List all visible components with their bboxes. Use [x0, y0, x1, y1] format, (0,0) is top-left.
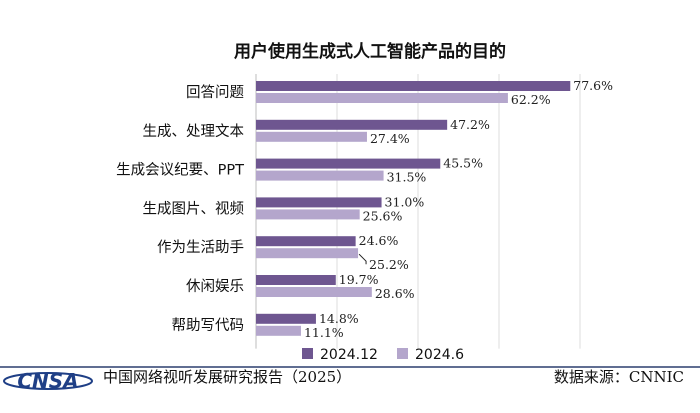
- bar-2024-6: [256, 325, 301, 336]
- category-label: 回答问题: [186, 84, 244, 101]
- bar-2024-6: [256, 248, 359, 259]
- data-labels: 77.6% 62.2% 47.2% 27.4% 45.5% 31.5% 31.0%25.6%…: [304, 78, 613, 340]
- bar-2024-6: [256, 93, 508, 103]
- leader-line: [358, 253, 367, 265]
- bar-2024-12: [256, 236, 356, 247]
- legend-label-2024-6: 2024.6: [415, 347, 464, 363]
- bar-2024-12: [256, 81, 571, 91]
- bar-2024-6: [256, 170, 384, 181]
- legend: 2024.12 2024.6: [302, 347, 464, 363]
- data-label-2024-12: 31.0%: [385, 194, 425, 209]
- data-label-2024-6: 25.2%: [369, 257, 409, 272]
- bar-2024-12: [256, 313, 316, 324]
- category-label: 生成会议纪要、PPT: [116, 162, 244, 179]
- data-label-2024-6: 27.4%: [370, 131, 410, 146]
- category-label: 生成、处理文本: [143, 123, 245, 140]
- legend-label-2024-12: 2024.12: [320, 347, 378, 363]
- bar-2024-6: [256, 209, 360, 220]
- legend-swatch-2024-6: [397, 348, 408, 359]
- data-label-2024-6: 31.5%: [387, 170, 427, 185]
- footer-report-title: 中国网络视听发展研究报告（2025）: [103, 368, 351, 386]
- logo-text: CNSA: [17, 369, 78, 393]
- footer-data-source: 数据来源：CNNIC: [554, 368, 684, 386]
- bar-2024-12: [256, 158, 441, 169]
- chart-title: 用户使用生成式人工智能产品的目的: [234, 41, 506, 62]
- category-label: 作为生活助手: [157, 239, 244, 256]
- data-label-2024-12: 14.8%: [319, 311, 359, 326]
- data-label-2024-12: 45.5%: [443, 156, 483, 171]
- footer: CNSA 中国网络视听发展研究报告（2025） 数据来源：CNNIC: [0, 366, 700, 393]
- data-label-2024-12: 77.6%: [573, 78, 613, 93]
- category-label: 生成图片、视频: [143, 200, 245, 217]
- bar-2024-6: [256, 131, 367, 142]
- bar-2024-6: [256, 287, 372, 297]
- category-label: 帮助写代码: [172, 317, 245, 334]
- data-label-2024-6: 11.1%: [304, 325, 344, 340]
- data-label-2024-12: 24.6%: [359, 233, 399, 248]
- cnsa-logo: CNSA: [3, 369, 93, 393]
- category-label: 休闲娱乐: [186, 278, 244, 295]
- data-label-2024-6: 28.6%: [375, 286, 415, 301]
- legend-swatch-2024-12: [302, 348, 313, 359]
- data-label-2024-6: 25.6%: [363, 208, 403, 223]
- data-label-2024-12: 47.2%: [450, 117, 490, 132]
- data-label-2024-6: 62.2%: [511, 92, 551, 107]
- data-label-2024-12: 19.7%: [339, 272, 379, 287]
- bar-2024-12: [256, 197, 382, 208]
- bar-2024-12: [256, 119, 448, 130]
- bar-2024-12: [256, 275, 336, 285]
- bars: [256, 81, 571, 336]
